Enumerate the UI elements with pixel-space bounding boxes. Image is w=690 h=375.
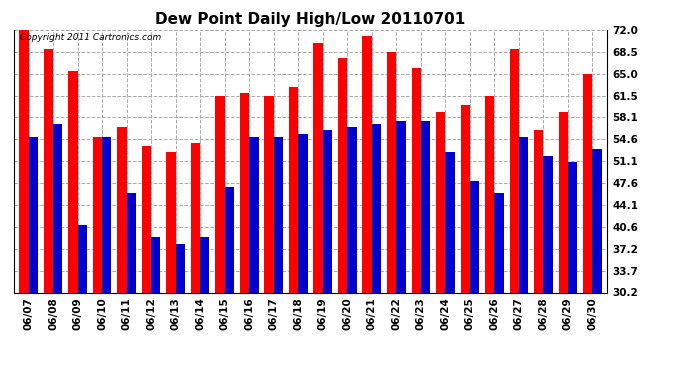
- Bar: [485, 96, 495, 292]
- Bar: [68, 71, 77, 292]
- Bar: [534, 130, 544, 292]
- Bar: [445, 153, 455, 292]
- Bar: [19, 30, 28, 292]
- Bar: [460, 105, 470, 292]
- Bar: [519, 137, 529, 292]
- Bar: [313, 42, 323, 292]
- Bar: [593, 149, 602, 292]
- Bar: [510, 49, 519, 292]
- Text: Copyright 2011 Cartronics.com: Copyright 2011 Cartronics.com: [20, 33, 161, 42]
- Title: Dew Point Daily High/Low 20110701: Dew Point Daily High/Low 20110701: [155, 12, 466, 27]
- Bar: [176, 243, 185, 292]
- Bar: [470, 181, 479, 292]
- Bar: [274, 137, 283, 292]
- Bar: [225, 187, 234, 292]
- Bar: [372, 124, 381, 292]
- Bar: [289, 87, 298, 292]
- Bar: [544, 156, 553, 292]
- Bar: [298, 134, 308, 292]
- Bar: [215, 96, 225, 292]
- Bar: [495, 193, 504, 292]
- Bar: [92, 137, 102, 292]
- Bar: [166, 153, 176, 292]
- Bar: [338, 58, 347, 292]
- Bar: [362, 36, 372, 292]
- Bar: [583, 74, 593, 292]
- Bar: [102, 137, 111, 292]
- Bar: [421, 121, 430, 292]
- Bar: [568, 162, 578, 292]
- Bar: [436, 112, 445, 292]
- Bar: [411, 68, 421, 292]
- Bar: [151, 237, 161, 292]
- Bar: [43, 49, 53, 292]
- Bar: [347, 128, 357, 292]
- Bar: [396, 121, 406, 292]
- Bar: [142, 146, 151, 292]
- Bar: [117, 128, 126, 292]
- Bar: [240, 93, 249, 292]
- Bar: [264, 96, 274, 292]
- Bar: [53, 124, 62, 292]
- Bar: [191, 143, 200, 292]
- Bar: [28, 137, 38, 292]
- Bar: [559, 112, 568, 292]
- Bar: [126, 193, 136, 292]
- Bar: [77, 225, 87, 292]
- Bar: [387, 52, 396, 292]
- Bar: [323, 130, 332, 292]
- Bar: [249, 137, 259, 292]
- Bar: [200, 237, 210, 292]
